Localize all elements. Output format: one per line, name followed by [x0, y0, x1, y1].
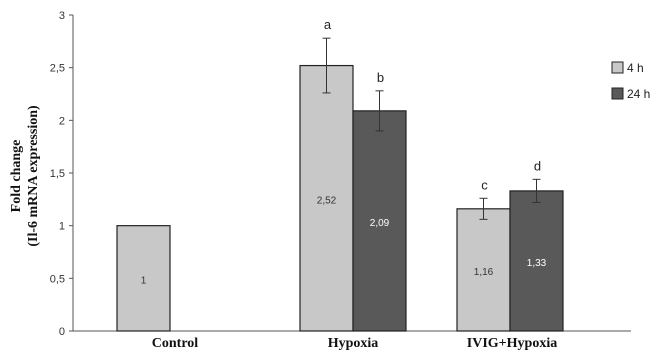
bar: [509, 190, 564, 332]
bar-value-label: 1,33: [527, 258, 547, 269]
y-tick-label: 1,5: [50, 168, 65, 180]
bar: [299, 64, 354, 332]
y-tick-label: 1: [59, 221, 65, 233]
legend-swatch: [611, 87, 624, 100]
bars: 1 2,52 a 2,09 b 1,16 c 1,33 d: [116, 17, 564, 332]
significance-letter: d: [534, 158, 541, 173]
y-tick-label: 3: [59, 10, 65, 22]
y-tick-label: 2: [59, 115, 65, 127]
significance-letter: c: [481, 177, 488, 192]
category-label: Hypoxia: [328, 336, 379, 351]
legend-label: 4 h: [627, 61, 644, 75]
y-tick-label: 2,5: [50, 63, 65, 75]
y-axis-title-line-1: Fold change: [9, 140, 24, 213]
y-tick-label: 0: [59, 326, 65, 338]
bar-value-label: 2,52: [317, 195, 337, 206]
bar-value-label: 2,09: [370, 218, 390, 229]
bar-value-label: 1: [141, 275, 147, 286]
significance-letter: b: [377, 70, 384, 85]
legend: 4 h 24 h: [611, 61, 650, 101]
category-label: Control: [152, 336, 199, 351]
y-axis-title-line-2: (Il-6 mRNA expression): [26, 105, 41, 247]
bar: [352, 110, 407, 332]
category-label: IVIG+Hypoxia: [467, 336, 557, 351]
y-tick-label: 0,5: [50, 273, 65, 285]
category-labels: Control Hypoxia IVIG+Hypoxia: [152, 336, 557, 351]
bar: [116, 225, 171, 332]
legend-swatch: [611, 61, 624, 74]
significance-letter: a: [324, 17, 332, 32]
bar-value-label: 1,16: [474, 267, 494, 278]
legend-label: 24 h: [627, 87, 650, 101]
